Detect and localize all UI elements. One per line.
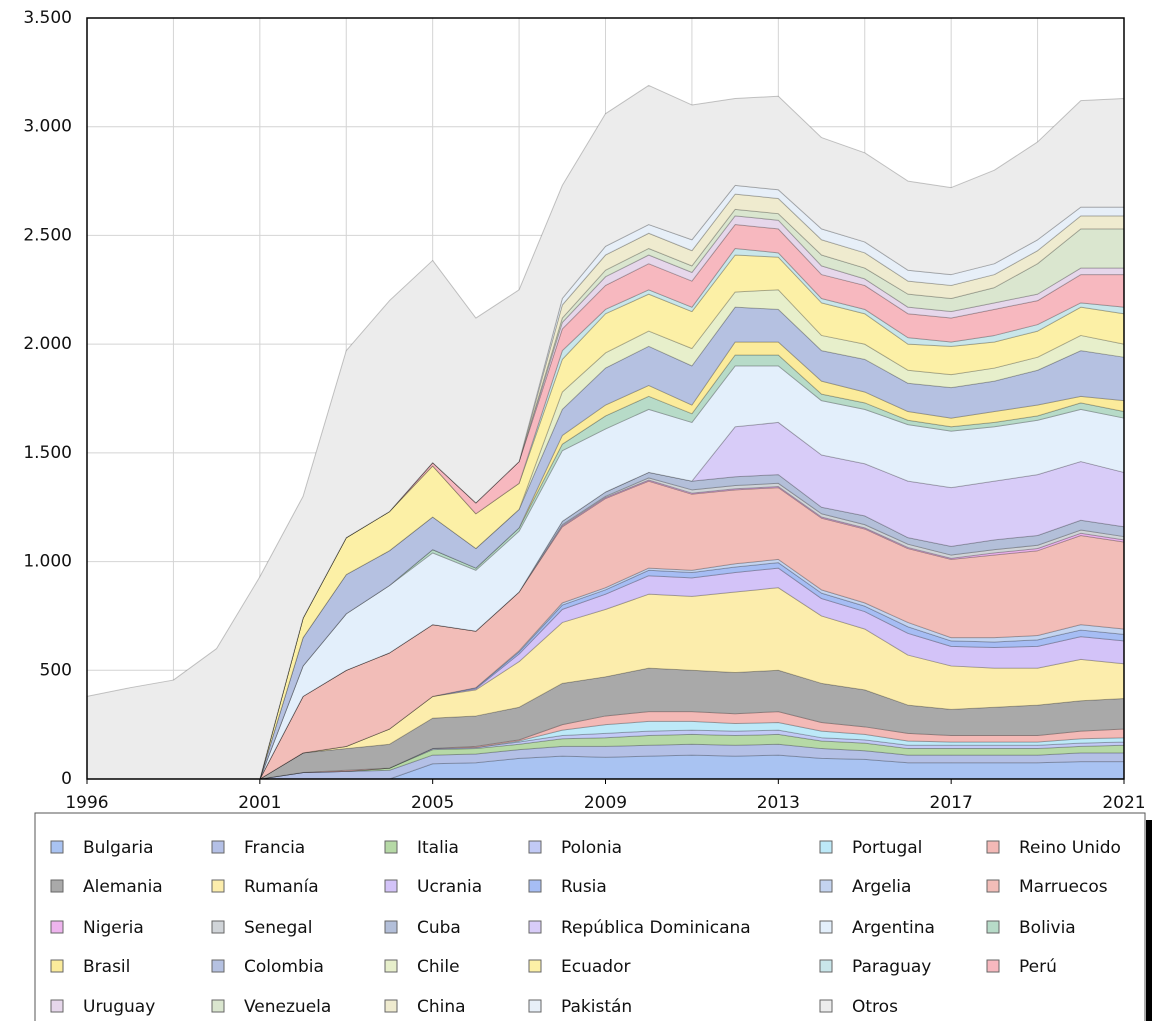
legend-label: Venezuela <box>244 997 331 1017</box>
legend: Bulgaria Francia Italia Polonia Portugal Rein… <box>50 838 1121 1017</box>
legend-label: Rumanía <box>244 877 319 897</box>
legend-swatch <box>50 840 64 854</box>
legend-label: Colombia <box>244 957 324 977</box>
legend-label: Ucrania <box>417 877 482 897</box>
legend-swatch <box>986 959 1000 973</box>
x-tick-label: 2021 <box>1102 793 1145 813</box>
legend-label: Argentina <box>852 918 935 938</box>
legend-label: Francia <box>244 838 305 858</box>
legend-label: Nigeria <box>83 918 144 938</box>
legend-swatch <box>528 920 542 934</box>
x-tick-label: 1996 <box>65 793 108 813</box>
y-tick-label: 3.000 <box>23 117 72 137</box>
y-tick-label: 1.500 <box>23 443 72 463</box>
legend-swatch <box>50 879 64 893</box>
legend-swatch <box>819 879 833 893</box>
legend-swatch <box>528 879 542 893</box>
legend-label: Alemania <box>83 877 163 897</box>
x-tick-label: 2001 <box>238 793 281 813</box>
y-tick-label: 0 <box>61 769 72 789</box>
legend-swatch <box>384 879 398 893</box>
legend-swatch <box>50 920 64 934</box>
y-tick-label: 500 <box>40 660 72 680</box>
legend-swatch <box>384 959 398 973</box>
legend-swatch <box>211 879 225 893</box>
legend-label: Polonia <box>561 838 622 858</box>
legend-label: Rusia <box>561 877 607 897</box>
legend-swatch <box>211 999 225 1013</box>
legend-label: Marruecos <box>1019 877 1108 897</box>
legend-swatch <box>819 840 833 854</box>
legend-swatch <box>528 999 542 1013</box>
legend-swatch <box>819 959 833 973</box>
y-tick-label: 2.500 <box>23 225 72 245</box>
legend-swatch <box>528 959 542 973</box>
legend-swatch <box>986 840 1000 854</box>
x-tick-label: 2005 <box>411 793 454 813</box>
legend-swatch <box>384 920 398 934</box>
legend-label: Paraguay <box>852 957 931 977</box>
legend-label: Chile <box>417 957 460 977</box>
legend-swatch <box>211 920 225 934</box>
legend-label: República Dominicana <box>561 918 751 938</box>
y-tick-label: 3.500 <box>23 8 72 28</box>
legend-label: Senegal <box>244 918 312 938</box>
plot-areas <box>86 84 1125 780</box>
legend-label: Cuba <box>417 918 461 938</box>
legend-label: Argelia <box>852 877 911 897</box>
legend-label: Bulgaria <box>83 838 154 858</box>
legend-swatch <box>211 959 225 973</box>
x-tick-label: 2017 <box>930 793 973 813</box>
legend-swatch <box>50 999 64 1013</box>
legend-label: Portugal <box>852 838 922 858</box>
legend-label: Bolivia <box>1019 918 1076 938</box>
legend-swatch <box>384 999 398 1013</box>
legend-label: Pakistán <box>561 997 632 1017</box>
legend-swatch <box>819 999 833 1013</box>
y-tick-label: 2.000 <box>23 334 72 354</box>
legend-swatch <box>819 920 833 934</box>
legend-label: Perú <box>1019 957 1057 977</box>
legend-swatch <box>384 840 398 854</box>
legend-label: Reino Unido <box>1019 838 1121 858</box>
legend-label: Otros <box>852 997 898 1017</box>
x-tick-label: 2013 <box>757 793 800 813</box>
legend-label: China <box>417 997 466 1017</box>
legend-label: Italia <box>417 838 459 858</box>
y-tick-label: 1.000 <box>23 552 72 572</box>
legend-label: Brasil <box>83 957 130 977</box>
legend-swatch <box>211 840 225 854</box>
legend-scrollbar <box>1146 820 1152 1021</box>
legend-swatch <box>528 840 542 854</box>
legend-label: Ecuador <box>561 957 630 977</box>
x-tick-label: 2009 <box>584 793 627 813</box>
legend-swatch <box>986 879 1000 893</box>
axes: 0 500 1.000 1.500 2.000 2.500 3.000 3.500 1996 20… <box>23 8 1145 813</box>
legend-swatch <box>986 920 1000 934</box>
legend-swatch <box>50 959 64 973</box>
legend-label: Uruguay <box>83 997 155 1017</box>
